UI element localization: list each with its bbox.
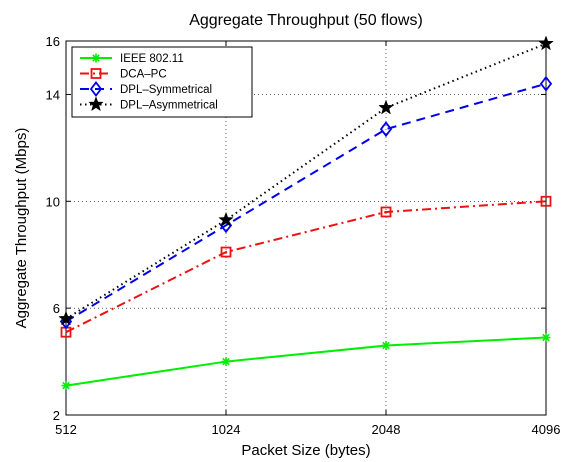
legend-marker <box>88 96 104 112</box>
y-tick-label: 6 <box>53 301 60 316</box>
series-line <box>65 200 547 334</box>
y-tick-label: 2 <box>53 408 60 423</box>
data-point <box>58 310 74 326</box>
series-3 <box>58 35 554 326</box>
legend-item: IEEE 802.11 <box>80 53 184 65</box>
legend-marker <box>91 53 101 63</box>
data-point <box>61 381 71 391</box>
data-point <box>380 206 392 218</box>
series-line <box>65 82 547 323</box>
legend-marker <box>90 68 102 79</box>
legend-item: DCA–PC <box>80 68 167 81</box>
data-point <box>541 333 551 343</box>
series-layer <box>58 35 554 391</box>
x-tick-label: 4096 <box>532 422 561 437</box>
legend-marker <box>89 81 103 97</box>
x-axis: 512 1024 2048 4096 <box>55 41 560 437</box>
legend-label: DPL–Symmetrical <box>120 84 212 96</box>
series-1 <box>60 195 552 338</box>
x-tick-label: 2048 <box>372 422 401 437</box>
legend-label: DCA–PC <box>120 69 167 81</box>
x-tick-label: 512 <box>55 422 77 437</box>
legend-label: DPL–Asymmetrical <box>120 100 218 112</box>
x-axis-label: Packet Size (bytes) <box>241 442 370 459</box>
data-point <box>540 195 552 207</box>
series-line <box>65 336 547 387</box>
series-line <box>65 42 547 320</box>
data-point <box>221 357 231 367</box>
data-point <box>379 121 393 138</box>
legend-label: IEEE 802.11 <box>120 53 184 65</box>
chart-title: Aggregate Throughput (50 flows) <box>189 12 423 29</box>
x-tick-label: 1024 <box>212 422 241 437</box>
y-tick-label: 10 <box>46 194 60 209</box>
y-tick-label: 14 <box>46 87 60 102</box>
data-point <box>220 246 232 258</box>
data-point <box>538 35 554 51</box>
legend-item: DPL–Symmetrical <box>80 81 212 97</box>
y-axis-label: Aggregate Throughput (Mbps) <box>13 128 30 329</box>
data-point <box>378 99 394 115</box>
legend-item: DPL–Asymmetrical <box>80 96 218 112</box>
data-point <box>539 75 553 92</box>
data-point <box>381 341 391 351</box>
y-axis: 2 6 10 14 16 <box>46 34 546 423</box>
plot-area <box>65 40 547 416</box>
legend: IEEE 802.11 DCA–PC DPL–Symmetrical DPL–Asym… <box>71 46 253 118</box>
data-point <box>218 211 234 227</box>
y-tick-label: 16 <box>46 34 60 49</box>
series-0 <box>61 333 551 391</box>
